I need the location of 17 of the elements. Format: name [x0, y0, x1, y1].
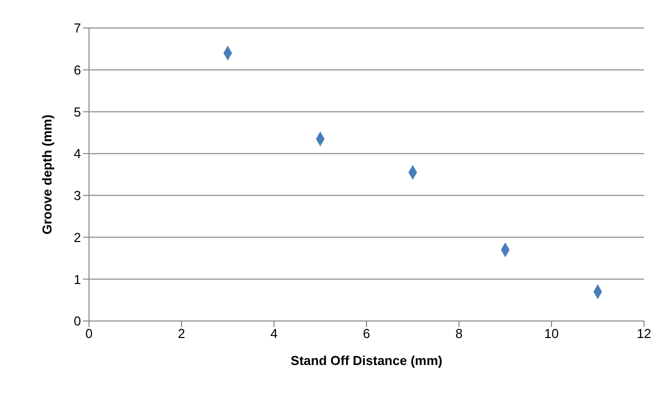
x-axis-title: Stand Off Distance (mm) [290, 353, 442, 368]
y-tick-label: 0 [74, 314, 81, 329]
y-tick-label: 3 [74, 188, 81, 204]
x-tick-label: 6 [362, 326, 370, 342]
x-tick-label: 8 [455, 326, 463, 342]
x-tick-label: 12 [636, 326, 652, 342]
y-tick-label: 6 [74, 62, 81, 78]
x-tick-label: 10 [544, 326, 559, 342]
y-tick-label: 7 [74, 20, 81, 36]
x-tick-label: 0 [85, 326, 93, 342]
x-tick-label: 4 [270, 326, 278, 342]
y-axis-title: Groove depth (mm) [40, 114, 55, 234]
y-tick-label: 1 [74, 272, 81, 287]
x-tick-label: 2 [178, 326, 186, 342]
y-tick-label: 2 [74, 230, 81, 245]
y-tick-label: 5 [74, 104, 81, 120]
y-tick-label: 4 [74, 146, 81, 162]
